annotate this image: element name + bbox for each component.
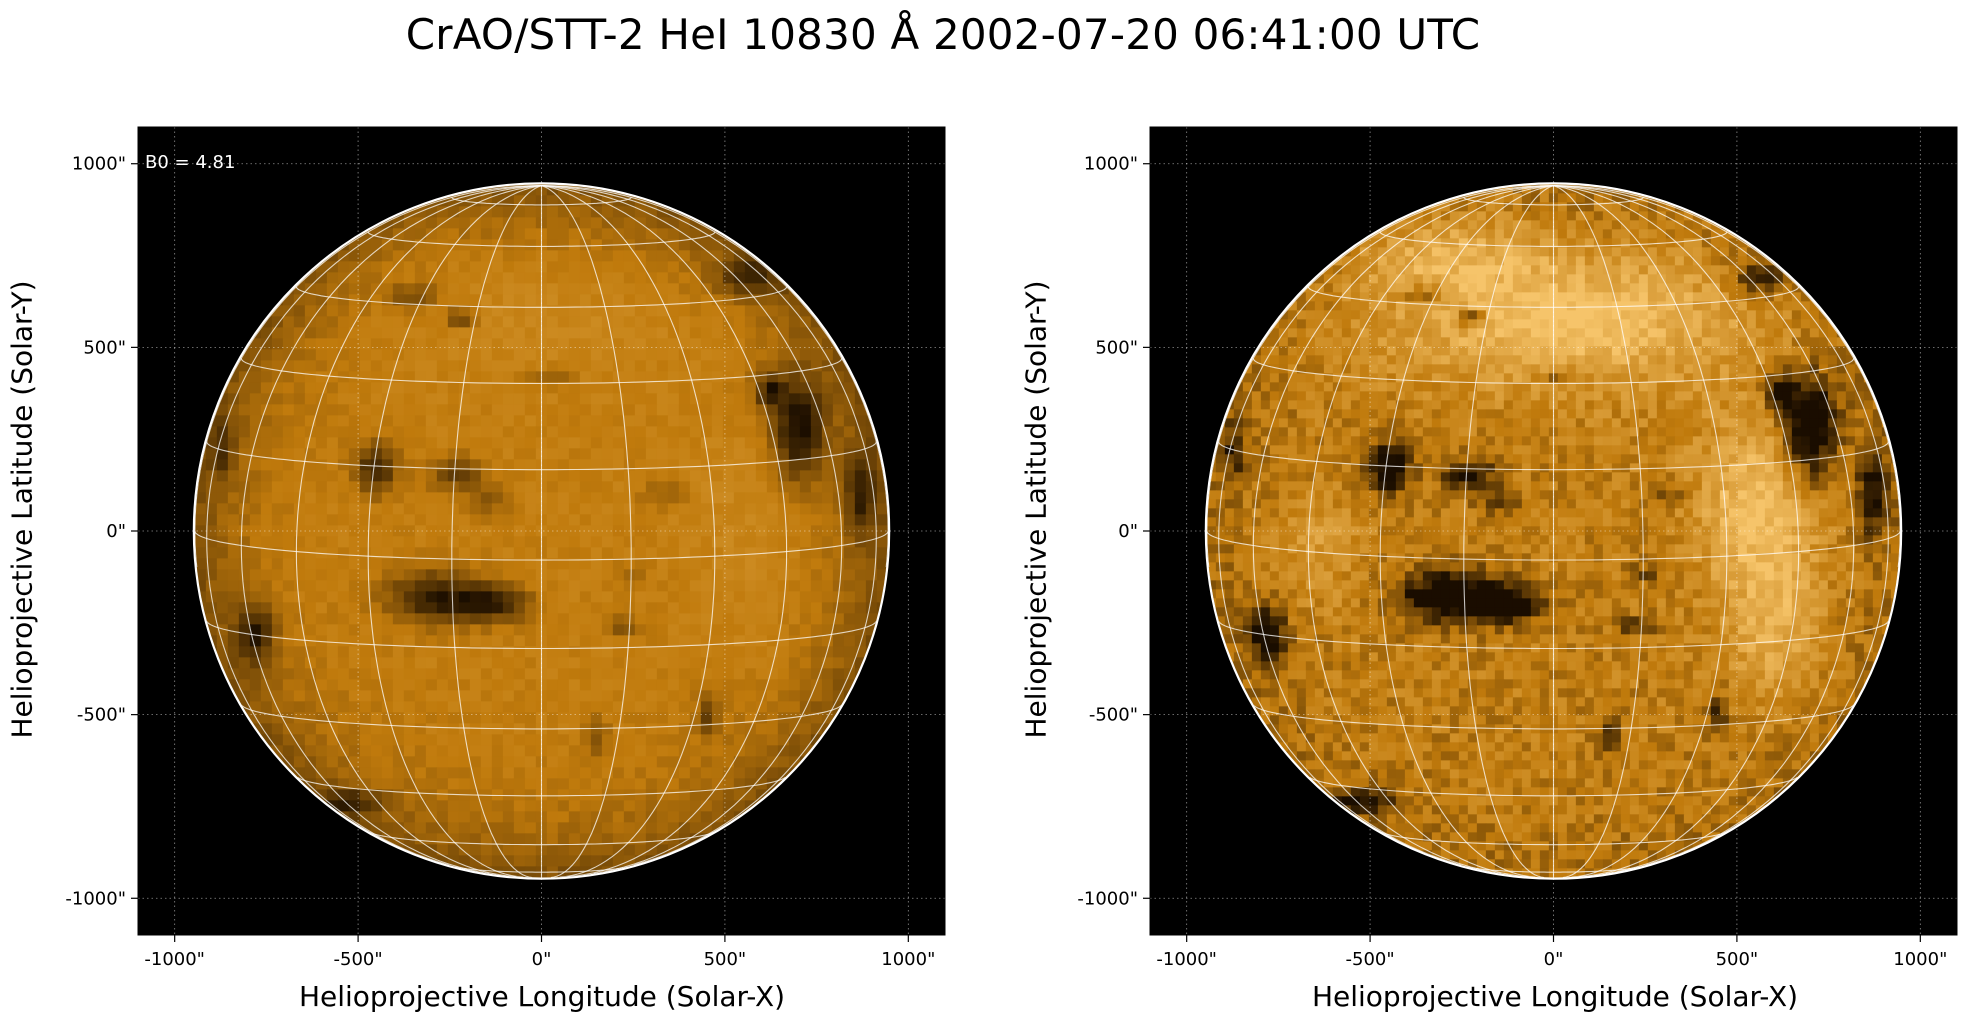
x-tick-label: 0" [1544,949,1564,970]
left-x-axis-label: Helioprojective Longitude (Solar-X) [298,980,786,1013]
y-tick-label: 1000" [72,154,126,175]
x-tick-label: 500" [704,949,747,970]
y-tick-label: -1000" [65,888,126,909]
y-tick-label: 0" [106,521,126,542]
right-x-axis-label: Helioprojective Longitude (Solar-X) [1311,980,1799,1013]
y-tick-label: 500" [83,337,126,358]
x-tick-label: -1000" [1156,949,1217,970]
y-tick-label: -500" [77,705,126,726]
right-y-axis-label: Helioprojective Latitude (Solar-Y) [1019,280,1053,739]
x-tick-label: 1000" [1893,949,1947,970]
x-tick-label: -500" [334,949,383,970]
figure-title: CrAO/STT-2 HeI 10830 Å 2002-07-20 06:41:… [405,10,1481,59]
left-solar-image: -1000" 1000" -500" 500" 0" 0" 500" -500" 1000" -1… [65,126,946,970]
heliographic-grid [1206,185,1901,878]
x-tick-label: -500" [1346,949,1395,970]
y-tick-label: -500" [1089,705,1138,726]
y-tick-label: 1000" [1084,154,1138,175]
y-tick-label: -1000" [1077,888,1138,909]
x-tick-label: 1000" [881,949,935,970]
x-tick-label: -1000" [144,949,205,970]
y-tick-label: 500" [1095,337,1138,358]
x-tick-label: 0" [532,949,552,970]
solar-disk [1206,184,1901,878]
b0-annotation: B0 = 4.81 [145,152,235,173]
x-tick-label: 500" [1716,949,1759,970]
y-tick-label: 0" [1118,521,1138,542]
